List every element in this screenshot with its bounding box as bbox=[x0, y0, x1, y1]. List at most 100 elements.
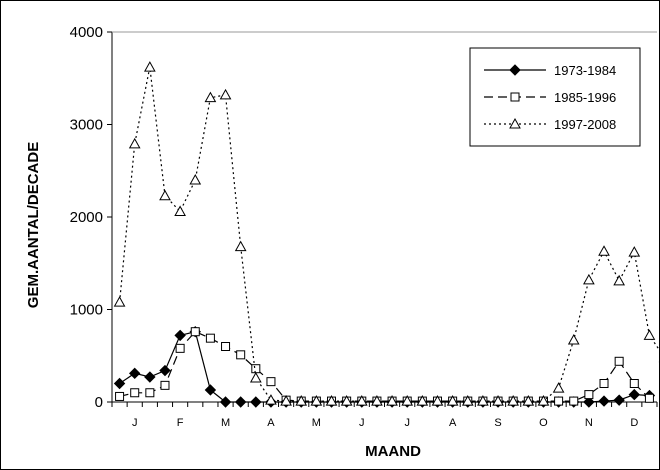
data-point bbox=[522, 395, 535, 406]
data-point bbox=[461, 395, 474, 406]
x-tick-label: A bbox=[267, 417, 275, 429]
data-point bbox=[159, 364, 171, 377]
x-tick-label: M bbox=[221, 417, 230, 429]
x-tick-label: F bbox=[177, 417, 184, 429]
x-tick-label: A bbox=[449, 417, 457, 429]
y-axis-title: GEM.AANTAL/DECADE bbox=[25, 142, 42, 308]
x-tick-label: J bbox=[404, 417, 410, 429]
y-tick-label: 4000 bbox=[70, 24, 103, 41]
data-point bbox=[175, 343, 185, 353]
data-point bbox=[371, 395, 383, 406]
data-point bbox=[204, 91, 217, 103]
data-point bbox=[599, 379, 609, 388]
data-point bbox=[236, 350, 246, 360]
data-point bbox=[234, 240, 247, 252]
x-axis-title: MAAND bbox=[365, 443, 421, 460]
data-point bbox=[613, 394, 625, 406]
data-point bbox=[583, 273, 595, 285]
data-point bbox=[446, 395, 459, 406]
data-point bbox=[477, 395, 489, 406]
data-point bbox=[174, 329, 186, 342]
legend-label: 1997-2008 bbox=[554, 117, 616, 132]
data-point bbox=[340, 395, 353, 406]
y-tick-label: 0 bbox=[95, 394, 103, 411]
data-point bbox=[143, 61, 156, 72]
data-point bbox=[325, 395, 338, 406]
data-point bbox=[295, 395, 308, 406]
y-tick-label: 3000 bbox=[70, 117, 103, 134]
data-point bbox=[401, 395, 414, 406]
data-point bbox=[234, 396, 247, 408]
series-line bbox=[119, 330, 650, 402]
axes: 0 1000 2000 3000 4000 J F M A M J J A S O N D bbox=[70, 24, 658, 429]
data-point bbox=[537, 395, 550, 406]
data-point bbox=[628, 388, 640, 401]
data-point bbox=[113, 377, 126, 390]
data-point bbox=[190, 327, 200, 337]
data-point bbox=[144, 371, 156, 383]
data-point bbox=[310, 395, 323, 406]
x-tick-label: O bbox=[539, 417, 548, 429]
data-point bbox=[128, 137, 141, 149]
x-tick-label: J bbox=[359, 417, 365, 429]
x-tick-label: S bbox=[494, 417, 501, 429]
data-point bbox=[643, 329, 656, 340]
data-point bbox=[431, 395, 444, 406]
data-point bbox=[250, 396, 262, 408]
data-point bbox=[554, 396, 564, 406]
data-point bbox=[129, 367, 141, 380]
data-point bbox=[174, 205, 186, 216]
legend-label: 1973-1984 bbox=[554, 63, 616, 78]
data-point bbox=[251, 364, 261, 374]
data-point bbox=[219, 396, 232, 408]
data-point bbox=[355, 395, 368, 406]
data-point bbox=[145, 388, 155, 398]
data-point bbox=[629, 379, 639, 388]
data-point bbox=[205, 333, 215, 343]
series-layer bbox=[113, 61, 660, 408]
x-tick-label: M bbox=[312, 417, 321, 429]
data-point bbox=[567, 333, 580, 345]
data-point bbox=[266, 377, 276, 387]
y-tick-label: 1000 bbox=[70, 302, 103, 319]
data-point bbox=[583, 396, 595, 408]
data-point bbox=[265, 394, 277, 405]
data-point bbox=[598, 245, 610, 256]
x-tick-label: N bbox=[585, 417, 593, 429]
legend-label: 1985-1996 bbox=[554, 90, 616, 105]
legend-marker bbox=[510, 92, 520, 102]
legend: 1973-1984 1985-1996 1997-2008 bbox=[469, 47, 641, 147]
data-point bbox=[159, 189, 171, 201]
data-point bbox=[644, 393, 654, 403]
data-point bbox=[584, 390, 594, 400]
x-tick-label: J bbox=[132, 417, 138, 429]
data-point bbox=[280, 395, 292, 406]
data-point bbox=[613, 274, 626, 286]
data-point bbox=[221, 342, 231, 351]
data-point bbox=[416, 395, 429, 406]
x-tick-label: D bbox=[630, 417, 638, 429]
data-point bbox=[249, 371, 262, 383]
data-point bbox=[552, 382, 565, 393]
legend-item: 1997-2008 bbox=[484, 117, 616, 132]
data-point bbox=[492, 395, 504, 406]
data-point bbox=[115, 391, 125, 401]
data-point bbox=[507, 395, 520, 406]
legend-marker bbox=[509, 64, 521, 76]
data-point bbox=[628, 246, 641, 257]
data-point bbox=[130, 388, 140, 398]
series-1997-2008 bbox=[113, 61, 660, 406]
data-point bbox=[113, 296, 126, 307]
data-point bbox=[189, 173, 202, 185]
data-point bbox=[598, 395, 610, 407]
data-point bbox=[614, 356, 624, 366]
legend-item: 1973-1984 bbox=[484, 63, 616, 78]
legend-marker bbox=[509, 117, 521, 129]
data-point bbox=[569, 396, 579, 406]
legend-item: 1985-1996 bbox=[484, 90, 616, 105]
data-point bbox=[386, 395, 398, 406]
data-point bbox=[219, 88, 232, 100]
y-tick-label: 2000 bbox=[70, 209, 103, 226]
data-point bbox=[160, 380, 170, 390]
